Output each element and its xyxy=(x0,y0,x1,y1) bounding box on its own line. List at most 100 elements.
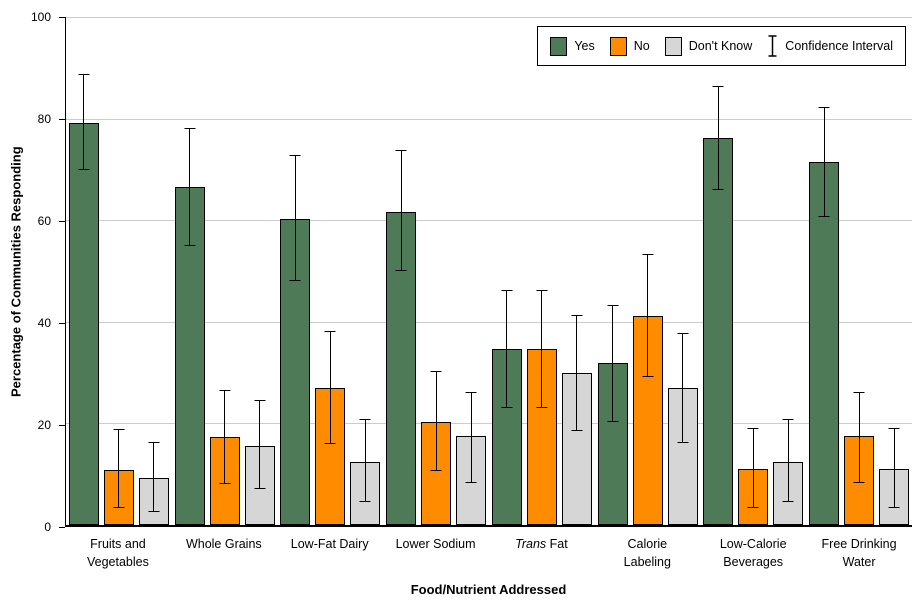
legend-label-no: No xyxy=(633,39,650,53)
y-tick-label: 60 xyxy=(37,214,51,228)
x-tick-label: Low-Calorie Beverages xyxy=(719,537,787,570)
bar-slot xyxy=(350,17,381,525)
x-tick-label: Whole Grains xyxy=(185,537,262,551)
error-bar-cap-bottom xyxy=(219,482,231,484)
y-tick-mark xyxy=(59,322,65,324)
y-tick-label: 0 xyxy=(44,520,51,534)
y-axis: 0 20 40 60 80 100 xyxy=(0,11,65,533)
error-bar xyxy=(647,254,649,377)
error-bar-cap-bottom xyxy=(571,429,583,431)
error-bar-cap-top xyxy=(78,73,90,75)
dont-know-swatch-icon xyxy=(664,36,682,56)
error-bar-cap-top xyxy=(501,289,513,291)
error-bar-cap-bottom xyxy=(818,216,830,218)
error-bar-cap-bottom xyxy=(465,482,477,484)
no-swatch-icon xyxy=(609,36,627,56)
error-bar-cap-bottom xyxy=(747,507,759,509)
bar-slot xyxy=(315,17,346,525)
plot-area: Yes No Don't Know Confidence Interval xyxy=(65,17,912,527)
error-bar-cap-top xyxy=(782,419,794,421)
x-tick-label: Free Drinking Water xyxy=(821,537,897,570)
error-bar-cap-top xyxy=(818,107,830,109)
error-bar xyxy=(893,428,895,509)
error-bar-cap-top xyxy=(536,289,548,291)
bar-yes xyxy=(386,212,417,525)
bar-slot xyxy=(138,17,169,525)
error-bar-cap-top xyxy=(677,332,689,334)
error-bar xyxy=(400,149,402,271)
gridline xyxy=(66,220,912,222)
legend-item-yes: Yes xyxy=(550,36,595,56)
x-tick-label: Fruits and Vegetables xyxy=(87,537,149,570)
error-bar-cap-bottom xyxy=(184,245,196,247)
bar-group xyxy=(701,17,807,525)
legend-label-confidence-interval: Confidence Interval xyxy=(785,39,893,53)
error-bar-icon xyxy=(767,34,778,58)
bar-slot xyxy=(879,17,910,525)
x-tick-label: Low-Fat Dairy xyxy=(290,537,369,551)
error-bar-cap-bottom xyxy=(888,507,900,509)
bar-slot xyxy=(773,17,804,525)
error-bar-cap-top xyxy=(712,85,724,87)
error-bar xyxy=(83,73,85,171)
error-bar xyxy=(541,289,543,408)
error-bar-cap-top xyxy=(395,149,407,151)
error-bar-cap-top xyxy=(324,330,336,332)
bar-slot xyxy=(526,17,557,525)
error-bar-cap-top xyxy=(571,314,583,316)
bar-slot xyxy=(456,17,487,525)
error-bar-cap-bottom xyxy=(607,421,619,423)
bar-slot xyxy=(809,17,840,525)
y-tick-mark xyxy=(59,220,65,222)
legend-label-yes: Yes xyxy=(574,39,595,53)
error-bar-cap-top xyxy=(113,429,125,430)
error-bar xyxy=(470,392,472,484)
legend: Yes No Don't Know Confidence Interval xyxy=(537,26,906,66)
error-bar xyxy=(153,441,155,513)
legend-label-dont-know: Don't Know xyxy=(688,39,753,53)
gridline xyxy=(66,17,912,18)
error-bar xyxy=(717,85,719,191)
bar-slot xyxy=(844,17,875,525)
y-tick-label: 80 xyxy=(37,112,51,126)
bar-group xyxy=(806,17,912,525)
error-bar xyxy=(189,127,191,247)
gridline xyxy=(66,118,912,120)
bar-slot xyxy=(103,17,134,525)
error-bar-cap-top xyxy=(219,389,231,391)
error-bar-cap-top xyxy=(465,392,477,394)
bar-group xyxy=(66,17,172,525)
error-bar xyxy=(506,289,508,408)
bar-slot xyxy=(386,17,417,525)
error-bar-cap-top xyxy=(430,370,442,372)
gridline xyxy=(66,423,912,425)
y-tick-mark xyxy=(59,16,65,18)
x-axis-title: Food/Nutrient Addressed xyxy=(410,582,567,597)
error-bar-cap-top xyxy=(747,428,759,430)
bar-slot xyxy=(738,17,769,525)
error-bar-cap-top xyxy=(148,441,160,443)
error-bar-cap-bottom xyxy=(148,511,160,513)
x-tick-label: Calorie Labeling xyxy=(623,537,671,570)
error-bar xyxy=(823,107,825,218)
y-tick-mark xyxy=(59,526,65,528)
error-bar xyxy=(294,154,296,282)
error-bar xyxy=(858,392,860,484)
error-bar-cap-bottom xyxy=(501,406,513,408)
error-bar-cap-bottom xyxy=(430,470,442,472)
bar-yes xyxy=(809,162,840,525)
error-bar xyxy=(224,389,226,484)
gridline xyxy=(66,321,912,323)
error-bar-cap-bottom xyxy=(289,280,301,282)
bar-group xyxy=(172,17,278,525)
bar-slot xyxy=(703,17,734,525)
bar-slot xyxy=(561,17,592,525)
bar-group xyxy=(595,17,701,525)
bar-slot xyxy=(209,17,240,525)
legend-item-dont-know: Don't Know xyxy=(664,36,753,56)
bar-group xyxy=(489,17,595,525)
error-bar-cap-bottom xyxy=(536,406,548,408)
bar-slot xyxy=(632,17,663,525)
bar-slot xyxy=(421,17,452,525)
error-bar-cap-bottom xyxy=(78,169,90,171)
